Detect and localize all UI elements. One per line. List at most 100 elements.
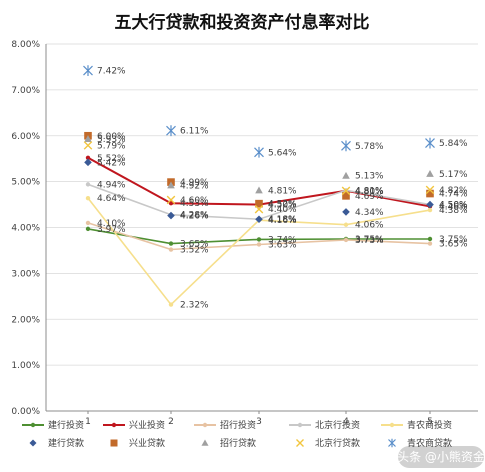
series-6 [84,158,434,224]
data-label: 5.52% [97,154,126,164]
data-label: 5.79% [97,141,126,151]
y-tick-label: 7.00% [11,86,40,96]
legend-item: 建行投资 [22,419,84,431]
legend-item: 北京行贷款 [296,437,360,449]
legend-label: 招行贷款 [220,437,256,449]
series-point [168,302,174,307]
series-point [341,140,351,152]
legend-label: 兴业投资 [129,419,165,431]
series-10 [83,65,435,158]
data-label: 2.32% [180,301,209,311]
series-point [254,204,264,214]
legend-swatch [29,439,37,447]
legend-swatch [296,439,304,447]
legend-item: 兴业贷款 [110,437,165,449]
data-label: 5.93% [97,135,126,145]
series-point [168,241,174,246]
series-point [85,195,91,201]
series-point [167,181,175,189]
series-point [254,146,264,158]
data-label: 4.64% [97,194,126,204]
y-tick-label: 2.00% [11,315,40,325]
series-point [256,242,262,247]
series-point [426,200,434,209]
series-point [83,141,93,150]
x-tick-label: 3 [256,417,262,427]
series-point [255,215,263,224]
series-point [427,236,433,242]
data-label: 3.65% [180,240,209,250]
legend-swatch-point [111,422,117,428]
data-label: 4.74% [439,190,468,200]
series-point [427,241,433,246]
data-label: 3.74% [268,235,297,245]
data-label: 5.78% [355,142,384,152]
series-point [425,137,435,149]
data-label: 5.42% [97,158,126,168]
series-point [85,182,91,187]
series-point [166,195,176,205]
watermark: 头条 @小熊资金 [397,446,485,468]
legend-label: 招行投资 [220,419,256,431]
data-label: 5.13% [355,172,384,182]
data-label: 7.42% [97,67,126,77]
data-label: 4.53% [180,199,209,209]
series-point [84,158,92,167]
series-point [167,211,175,220]
data-label: 4.52% [268,200,297,210]
legend-label: 青农商贷款 [407,437,452,449]
data-label: 4.92% [180,181,209,191]
data-label: 4.82% [439,186,468,196]
data-label: 6.00% [97,132,126,142]
data-label: 4.69% [355,192,384,202]
grid-lines [46,43,478,366]
data-label: 3.75% [355,235,384,245]
series-point [168,200,174,206]
data-label: 4.06% [355,221,384,231]
series-point [342,208,350,216]
data-label: 4.50% [268,201,297,211]
series-point [255,186,263,194]
legend-label: 兴业贷款 [129,437,165,449]
legend-swatch [201,439,209,446]
legend-label: 北京行贷款 [315,437,360,449]
series-point [343,237,349,243]
legend-swatch-point [297,422,303,428]
series-point [426,170,434,177]
watermark-backdrop [398,446,484,468]
data-label: 4.34% [355,208,384,218]
data-label: 4.81% [268,186,297,196]
series-point [342,192,350,200]
legend-label: 青农商投资 [407,419,452,431]
legend-swatch-point [389,422,395,428]
y-tick-label: 0.00% [11,407,40,417]
data-label: 4.99% [180,178,209,188]
data-label: 3.75% [439,235,468,245]
data-label: 4.16% [268,216,297,226]
legend-item: 招行投资 [194,419,256,431]
data-label: 4.94% [97,180,126,190]
data-label: 3.65% [439,240,468,250]
y-tick-label: 4.00% [11,224,40,234]
data-label: 4.50% [439,201,468,211]
legend-swatch [110,439,118,447]
data-label: 4.81% [355,186,384,196]
data-label: 3.97% [97,225,126,235]
data-label: 3.63% [268,240,297,250]
data-label: 4.26% [180,212,209,222]
legend-item: 建行贷款 [29,437,84,449]
series-8 [84,135,434,194]
series-point [85,155,91,160]
legend-item: 兴业投资 [103,419,165,431]
data-label: 5.64% [268,148,297,158]
series-3 [85,220,433,252]
data-label: 6.11% [180,127,209,137]
x-tick-label: 4 [343,417,349,427]
data-label: 3.73% [355,236,384,246]
data-label: 4.18% [268,215,297,225]
series-point [256,237,262,242]
data-labels: 3.97% 3.65% 3.74% 3.75% 3.75% 5.52% 4.53% 4.50%… [97,67,468,311]
series-point [166,125,176,137]
series-point [168,247,174,252]
